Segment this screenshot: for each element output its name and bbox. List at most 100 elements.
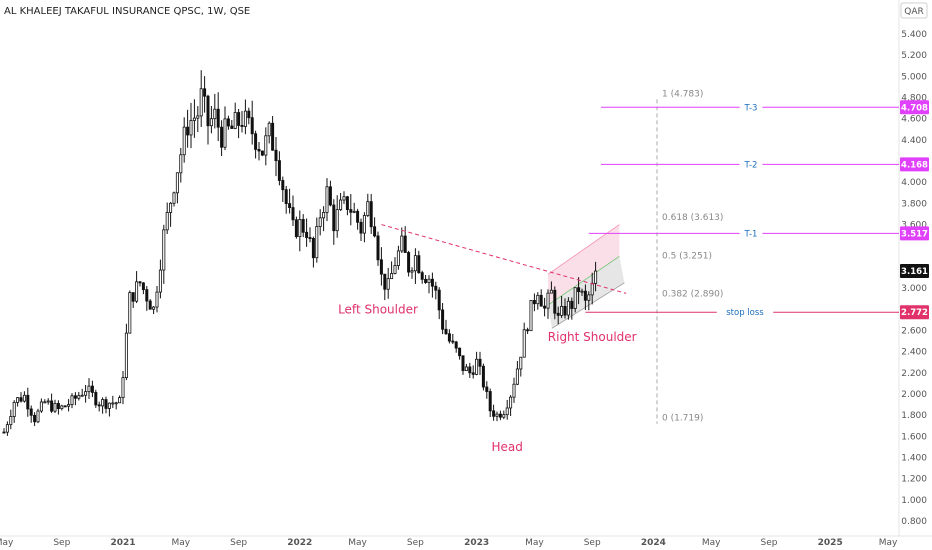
candle-body — [464, 366, 468, 371]
price-tick-label: 2.200 — [901, 369, 927, 379]
candle-body — [536, 294, 540, 305]
candle-body — [80, 394, 84, 397]
candle-body — [63, 405, 67, 408]
candle-body — [189, 120, 193, 136]
candle-body — [209, 118, 213, 127]
candle-body — [152, 306, 156, 310]
candle-body — [114, 402, 118, 405]
neckline — [381, 224, 627, 294]
candle-body — [5, 424, 9, 433]
candle-body — [158, 269, 162, 293]
candle-body — [165, 212, 169, 231]
candle-body — [277, 160, 281, 181]
candle-body — [570, 300, 574, 309]
candle-body — [104, 399, 108, 409]
candle-body — [383, 273, 387, 290]
candle-body — [590, 282, 594, 296]
price-tick-label: 1.800 — [901, 411, 927, 421]
candle-body — [379, 259, 383, 275]
candle-body — [70, 395, 74, 405]
candle-body — [203, 88, 207, 97]
candle-body — [478, 358, 482, 367]
candle-body — [16, 397, 20, 403]
fibonacci-levels: 1 (4.783) 0.618 (3.613) 0.5 (3.251) 0.382 (… — [662, 89, 723, 423]
candle-body — [141, 282, 145, 291]
candle-body — [481, 365, 485, 388]
candle-body — [560, 305, 564, 316]
time-tick-label: Sep — [230, 538, 247, 548]
candle-body — [175, 172, 179, 194]
last-price-badge — [900, 264, 929, 279]
candle-body — [505, 407, 509, 416]
candle-body — [60, 405, 64, 410]
fibonacci-label: 0 (1.719) — [662, 414, 703, 424]
target-label: T-2 — [744, 160, 758, 170]
candle-body — [349, 209, 353, 213]
candle-body — [362, 215, 366, 234]
candle-body — [512, 383, 516, 398]
candle-body — [216, 108, 220, 128]
candle-body — [107, 402, 111, 409]
chart-title: AL KHALEEJ TAKAFUL INSURANCE QPSC, 1W, Q… — [4, 6, 250, 17]
candle-body — [424, 278, 428, 283]
candle-body — [46, 400, 50, 403]
candle-body — [179, 154, 183, 174]
candle-body — [220, 126, 224, 148]
target-label-bg — [716, 306, 774, 319]
candle-body — [36, 410, 40, 423]
candle-body — [118, 397, 122, 404]
candle-body — [135, 281, 139, 302]
candle-body — [240, 125, 244, 127]
candle-body — [226, 118, 230, 127]
candle-body — [430, 278, 434, 287]
candle-body — [318, 217, 322, 227]
candle-body — [539, 294, 543, 307]
time-tick-label: 2024 — [641, 538, 666, 548]
candle-body — [498, 413, 502, 418]
candle-body — [124, 332, 128, 379]
price-tick-label: 0.800 — [901, 517, 927, 527]
candle-body — [43, 401, 47, 404]
pattern-annotations: Left Shoulder Head Right Shoulder — [338, 302, 637, 454]
neckline-dashed — [381, 224, 627, 294]
candle-body — [580, 290, 584, 293]
candle-body — [335, 209, 339, 232]
candle-body — [169, 202, 173, 213]
candle-body — [192, 117, 196, 121]
candle-body — [468, 366, 472, 374]
pattern-annotation: Left Shoulder — [338, 302, 418, 316]
price-tick-label: 1.000 — [901, 496, 927, 506]
candle-body — [434, 285, 438, 291]
candle-body — [413, 255, 417, 272]
candle-body — [502, 414, 506, 418]
time-tick-label: 2021 — [110, 538, 135, 548]
time-tick-label: May — [525, 538, 544, 548]
time-tick-label: Sep — [584, 538, 601, 548]
time-tick-label: May — [702, 538, 721, 548]
candle-body — [352, 210, 356, 213]
currency-badge[interactable] — [900, 2, 928, 19]
candle-body — [101, 399, 105, 407]
candle-body — [162, 229, 166, 271]
candle-body — [410, 270, 414, 273]
candle-body — [29, 408, 33, 416]
candle-body — [519, 356, 523, 370]
candle-body — [50, 400, 54, 412]
candle-body — [342, 196, 346, 201]
candle-body — [373, 226, 377, 237]
time-tick-label: 2023 — [464, 538, 489, 548]
candle-body — [526, 329, 530, 332]
candle-body — [196, 115, 200, 119]
candle-body — [566, 300, 570, 316]
candle-body — [291, 207, 295, 221]
price-tick-label: 5.000 — [901, 72, 927, 82]
candle-body — [556, 312, 560, 316]
candle-body — [264, 135, 268, 156]
candle-body — [67, 404, 71, 407]
price-badge — [900, 100, 929, 115]
time-axis: May Sep 2021 May Sep 2022 May Sep 2023 May Sep 2024… — [0, 538, 898, 548]
candle-body — [471, 372, 475, 375]
candle-body — [495, 413, 499, 417]
